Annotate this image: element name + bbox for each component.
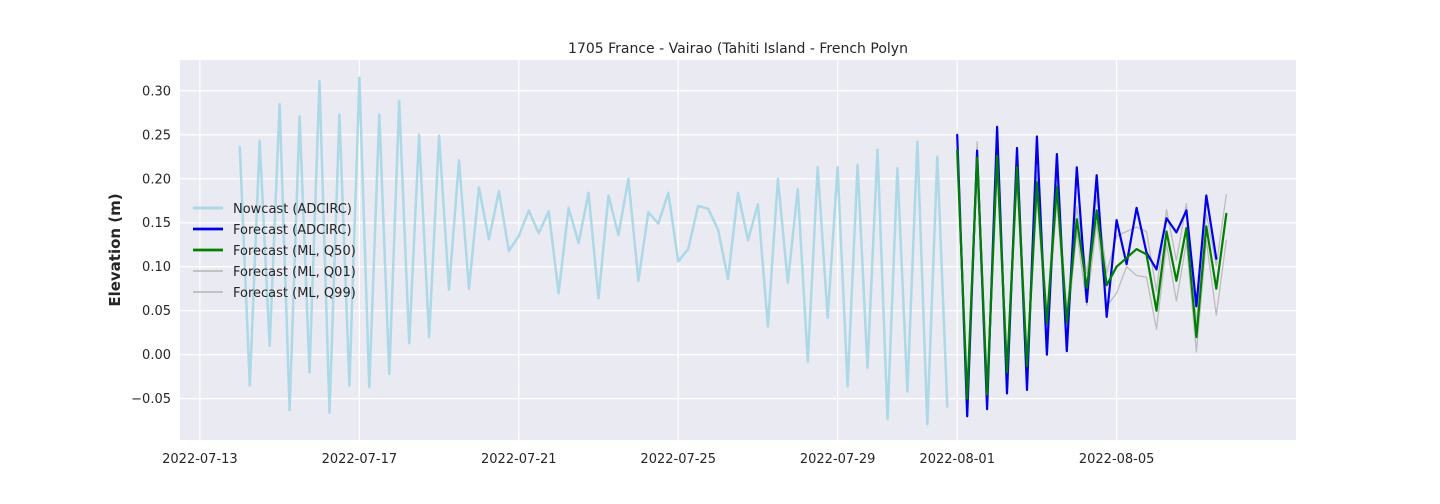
legend-label: Nowcast (ADCIRC) bbox=[233, 202, 352, 217]
y-axis-title: Elevation (m) bbox=[106, 193, 124, 306]
y-tick-label: 0.10 bbox=[142, 260, 171, 275]
x-tick-label: 2022-07-29 bbox=[800, 452, 876, 467]
x-tick-label: 2022-08-05 bbox=[1079, 452, 1155, 467]
legend-label: Forecast (ML, Q99) bbox=[233, 286, 356, 301]
y-tick-label: 0.30 bbox=[142, 84, 171, 99]
x-tick-label: 2022-07-13 bbox=[162, 452, 238, 467]
grid bbox=[180, 60, 1296, 440]
y-tick-label: 0.15 bbox=[142, 216, 171, 231]
series-line-forecast-ml-q50 bbox=[956, 149, 1228, 400]
y-tick-label: 0.00 bbox=[142, 348, 171, 363]
series-line-nowcast-adcirc bbox=[238, 76, 949, 426]
legend-label: Forecast (ADCIRC) bbox=[233, 223, 352, 238]
y-tick-label: 0.20 bbox=[142, 172, 171, 187]
legend: Nowcast (ADCIRC) Forecast (ADCIRC) Forecas… bbox=[193, 202, 356, 301]
chart-title: 1705 France - Vairao (Tahiti Island - Fr… bbox=[568, 41, 908, 57]
legend-label: Forecast (ML, Q01) bbox=[233, 265, 356, 280]
legend-label: Forecast (ML, Q50) bbox=[233, 244, 356, 259]
y-tick-label: −0.05 bbox=[131, 392, 171, 407]
x-tick-labels: 2022-07-13 2022-07-17 2022-07-21 2022-07-25… bbox=[162, 452, 1154, 467]
y-tick-label: 0.05 bbox=[142, 304, 171, 319]
x-tick-label: 2022-08-01 bbox=[919, 452, 995, 467]
x-tick-label: 2022-07-25 bbox=[640, 452, 716, 467]
y-tick-labels: −0.05 0.00 0.05 0.10 0.15 0.20 0.25 0.30 bbox=[131, 84, 171, 407]
x-tick-label: 2022-07-17 bbox=[322, 452, 398, 467]
y-tick-label: 0.25 bbox=[142, 128, 171, 143]
x-tick-label: 2022-07-21 bbox=[481, 452, 557, 467]
series-layer bbox=[238, 76, 1228, 426]
